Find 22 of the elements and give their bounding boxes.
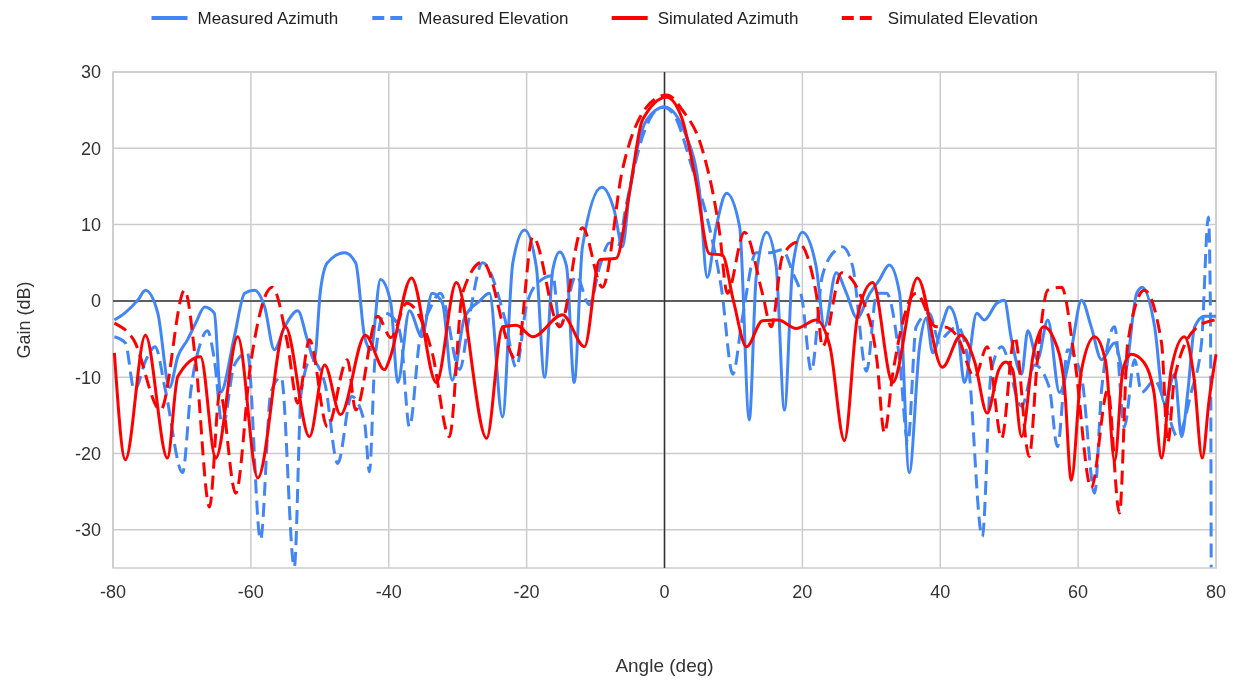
legend-label: Simulated Elevation xyxy=(887,8,1039,28)
legend-label: Measured Azimuth xyxy=(197,8,339,28)
y-tick-label: -30 xyxy=(74,520,101,541)
y-tick-label: 10 xyxy=(80,214,101,235)
x-tick-label: 20 xyxy=(792,582,813,602)
y-tick-label: 30 xyxy=(80,62,101,83)
y-tick-label: 20 xyxy=(80,138,101,159)
x-tick-label: -20 xyxy=(513,582,540,602)
x-tick-label: 40 xyxy=(930,582,951,602)
x-tick-label: -80 xyxy=(99,582,127,602)
x-tick-label: 0 xyxy=(659,582,670,602)
y-tick-label: 0 xyxy=(90,291,101,312)
x-axis-title: Angle (deg) xyxy=(615,655,714,676)
x-tick-label: 80 xyxy=(1205,582,1227,602)
legend-label: Measured Elevation xyxy=(418,8,569,28)
legend-label: Simulated Azimuth xyxy=(657,8,799,28)
x-tick-label: -60 xyxy=(237,582,264,602)
x-tick-label: 60 xyxy=(1068,582,1089,602)
y-axis-title: Gain (dB) xyxy=(14,281,34,359)
y-tick-label: -20 xyxy=(74,443,101,464)
y-tick-label: -10 xyxy=(74,367,101,388)
x-tick-label: -40 xyxy=(375,582,402,602)
